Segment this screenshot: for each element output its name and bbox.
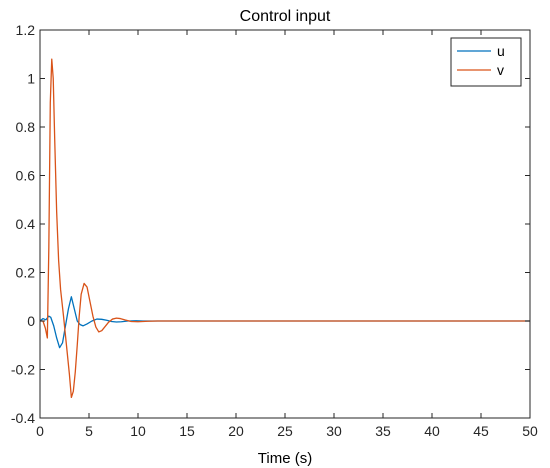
x-tick-label: 35 — [375, 423, 391, 439]
series-line-v — [40, 58, 530, 399]
y-tick-label: 0 — [27, 313, 35, 329]
y-tick-label: 0.8 — [16, 119, 36, 135]
y-tick-label: -0.2 — [11, 362, 35, 378]
x-tick-label: 45 — [473, 423, 489, 439]
y-tick-label: 1 — [27, 71, 35, 87]
y-tick-label: 1.2 — [16, 22, 36, 38]
axes-box — [39, 29, 531, 419]
x-tick-label: 40 — [424, 423, 440, 439]
legend-box — [450, 37, 522, 87]
series-line-u — [40, 296, 530, 349]
legend: uv — [450, 37, 522, 87]
y-tick-label: 0.2 — [16, 265, 36, 281]
plot-area: 0 5 10 15 20 25 30 35 40 45 50 -0.4 -0.2 0 0.2 0.4 0.6 0.… — [11, 22, 538, 439]
x-tick-label: 0 — [36, 423, 44, 439]
legend-label-v: v — [497, 62, 504, 78]
y-tick-label: 0.6 — [16, 168, 36, 184]
chart-title: Control input — [240, 8, 331, 25]
x-axis-label: Time (s) — [258, 450, 312, 467]
x-tick-label: 15 — [179, 423, 195, 439]
x-tick-label: 5 — [85, 423, 93, 439]
x-tick-label: 50 — [522, 423, 538, 439]
y-tick-label: 0.4 — [16, 216, 36, 232]
x-tick-label: 25 — [277, 423, 293, 439]
series-group — [40, 58, 530, 399]
x-tick-label: 10 — [130, 423, 146, 439]
x-tick-label: 20 — [228, 423, 244, 439]
legend-label-u: u — [497, 43, 505, 59]
y-tick-label: -0.4 — [11, 410, 35, 426]
x-tick-label: 30 — [326, 423, 342, 439]
